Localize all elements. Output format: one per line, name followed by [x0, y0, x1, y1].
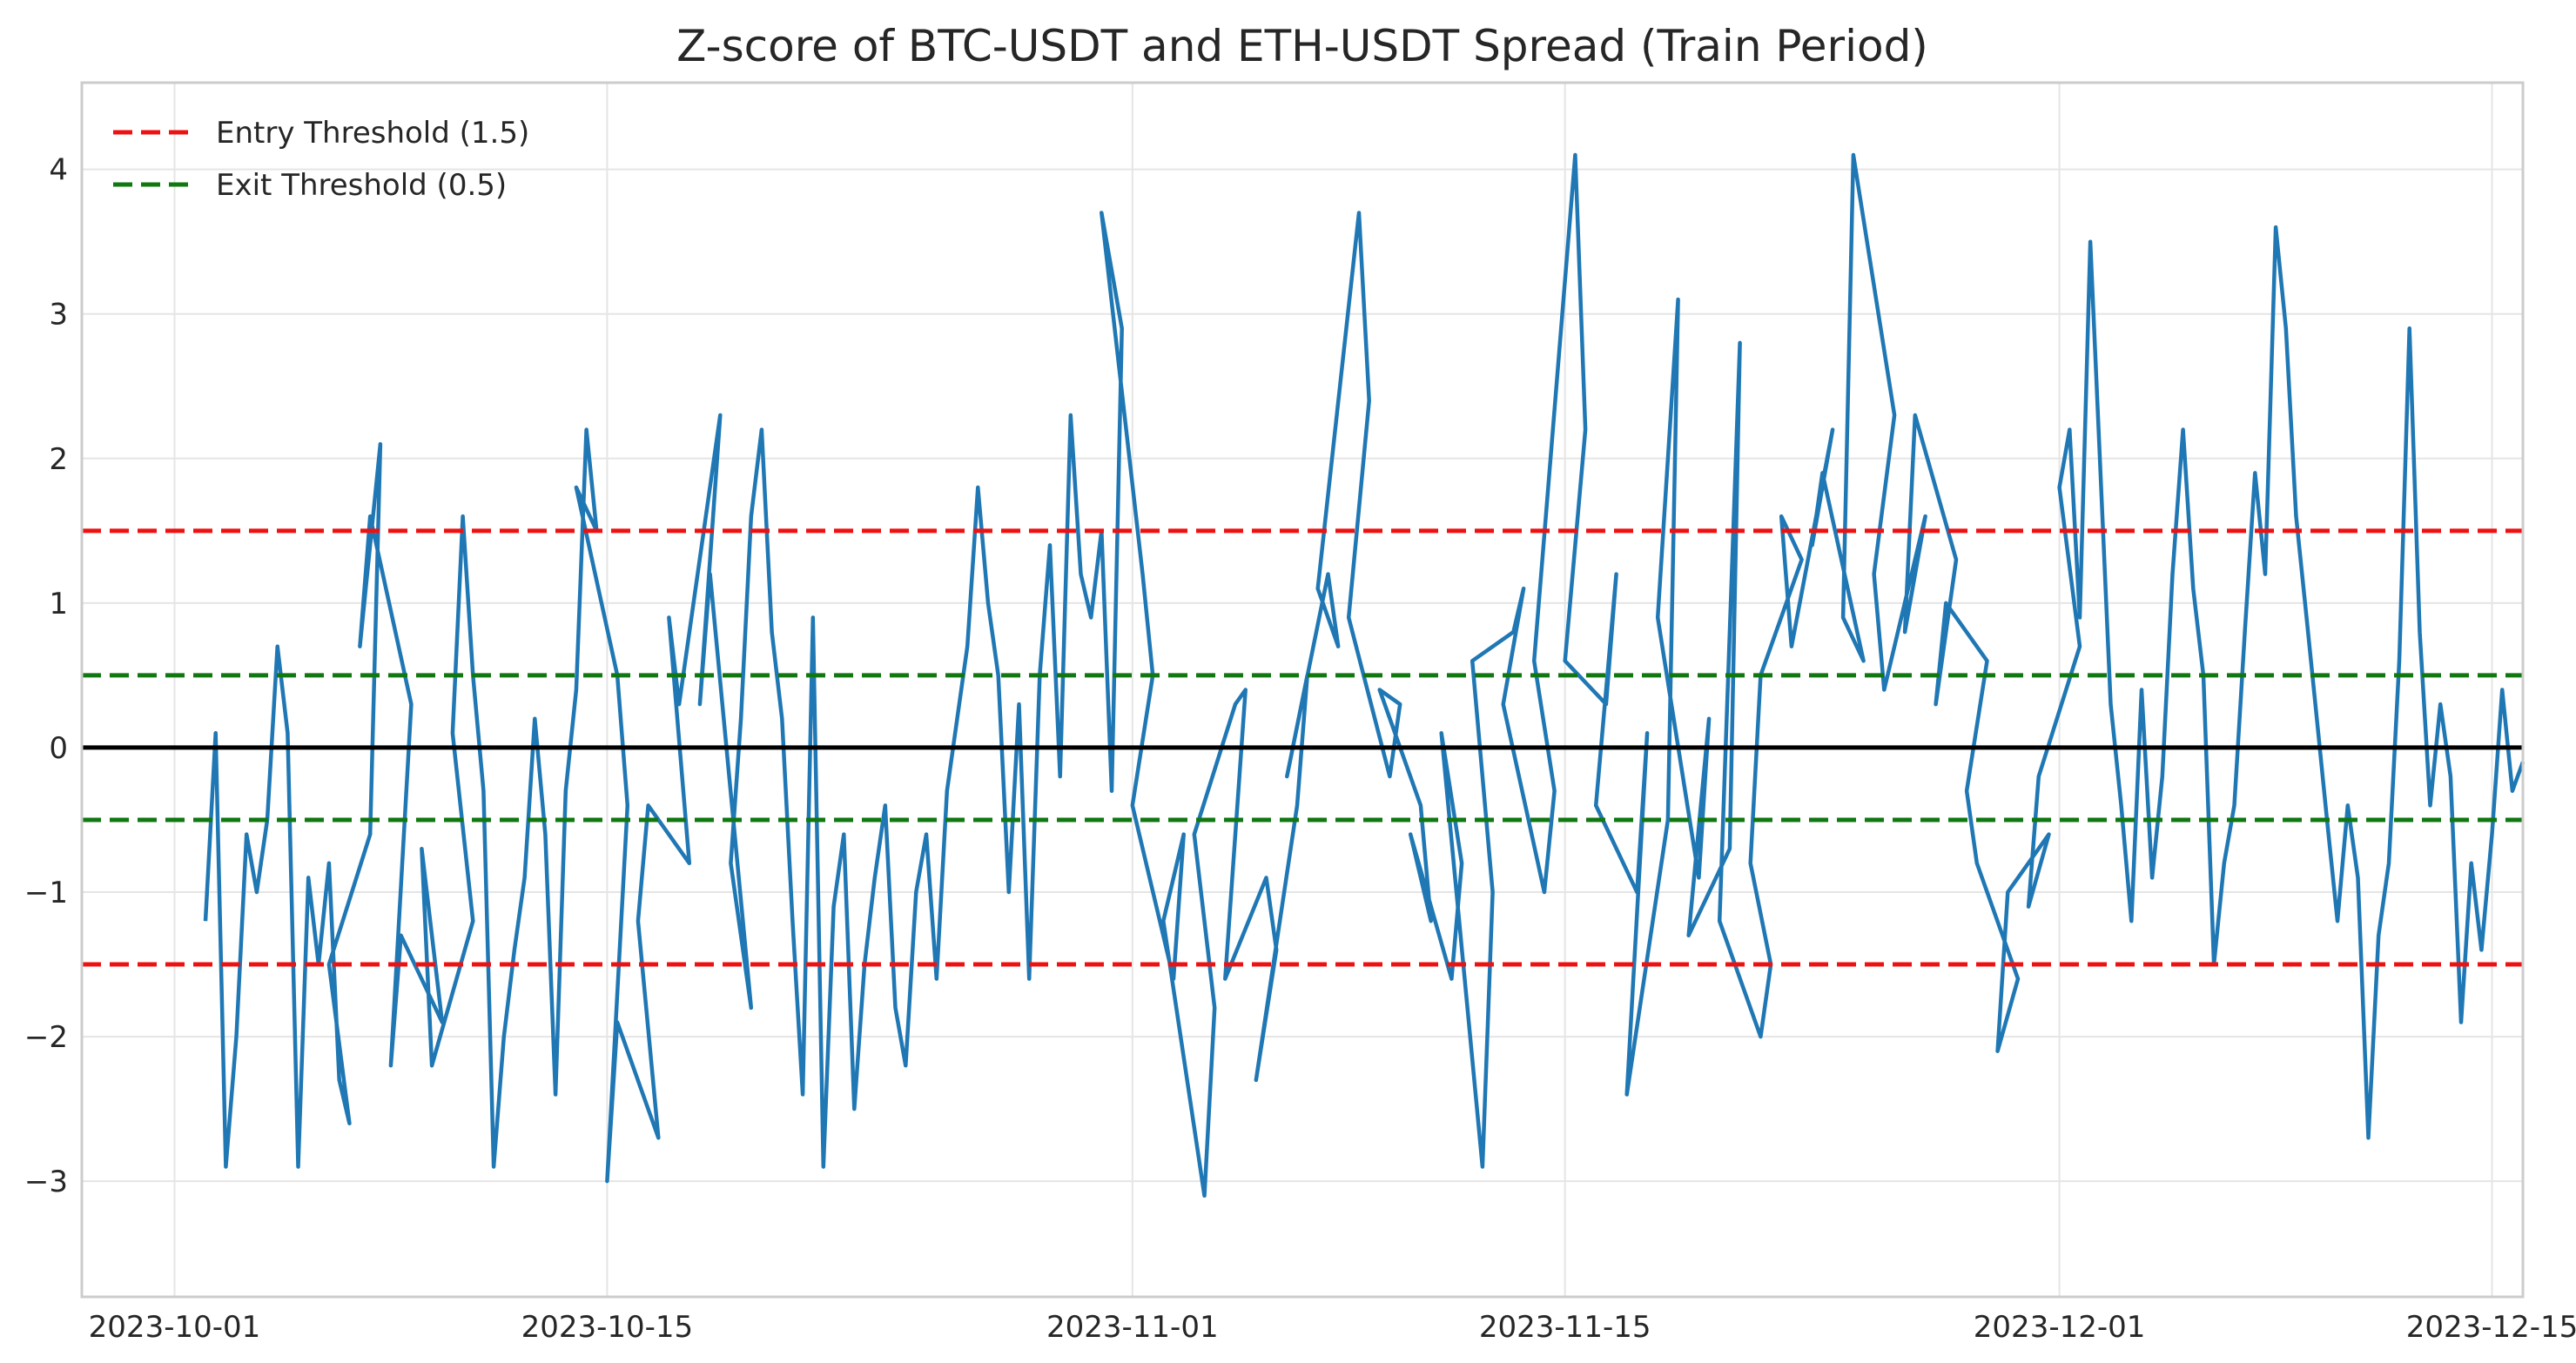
x-tick-label-1: 2023-10-15 — [521, 1310, 694, 1345]
legend: Entry Threshold (1.5) Exit Threshold (0.5… — [113, 116, 529, 203]
legend-label-0: Entry Threshold (1.5) — [216, 116, 529, 151]
x-tick-label-5: 2023-12-15 — [2406, 1310, 2576, 1345]
series-line-0 — [203, 152, 2526, 1198]
x-tick-label-3: 2023-11-15 — [1479, 1310, 1651, 1345]
legend-label-1: Exit Threshold (0.5) — [216, 168, 507, 203]
y-tick-label-4: 0 — [49, 731, 68, 766]
x-tick-label-0: 2023-10-01 — [89, 1310, 261, 1345]
axes: 2023-10-01 2023-10-15 2023-11-01 2023-11-15… — [24, 81, 2576, 1345]
y-tick-label-5: −1 — [24, 876, 68, 910]
grid — [82, 83, 2523, 1297]
y-tick-label-7: −3 — [24, 1165, 68, 1199]
plot-background — [82, 83, 2523, 1297]
y-tick-label-2: 2 — [49, 442, 68, 477]
x-tick-label-4: 2023-12-01 — [1974, 1310, 2146, 1345]
y-tick-label-6: −2 — [24, 1020, 68, 1055]
plot-frame — [80, 81, 2525, 1299]
chart-title: Z-score of BTC-USDT and ETH-USDT Spread … — [676, 21, 1928, 71]
plot-area — [82, 152, 2526, 1198]
x-tick-label-2: 2023-11-01 — [1046, 1310, 1219, 1345]
y-tick-label-1: 3 — [49, 298, 68, 332]
y-tick-label-0: 4 — [49, 153, 68, 188]
y-tick-label-3: 1 — [49, 587, 68, 621]
